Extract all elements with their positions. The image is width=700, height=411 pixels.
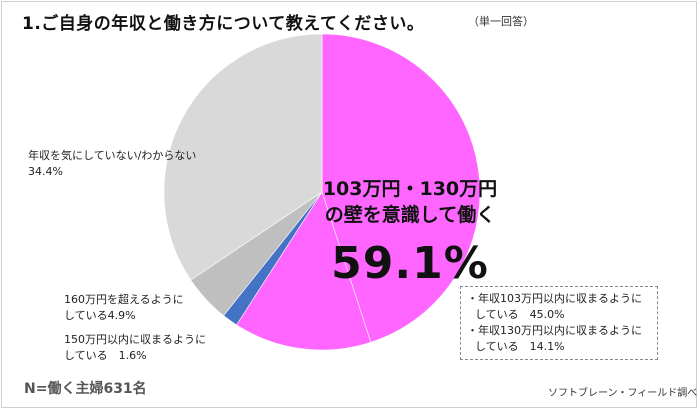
chart-title: 1.ご自身の年収と働き方について教えてください。 (22, 14, 425, 34)
label-over-160-value: している4.9% (64, 309, 136, 322)
pie-slice-2 (236, 191, 372, 351)
callout-item-1-line-2: している 45.0% (475, 308, 565, 321)
callout-item-2-line-2: している 14.1% (475, 340, 565, 353)
label-unaware-text: 年収を気にしていない/わからない (28, 149, 197, 162)
answer-type-note: （単一回答） (468, 15, 534, 28)
label-unaware: 年収を気にしていない/わからない 34.4% (28, 148, 196, 180)
highlight-line-2: の壁を意識して働く (324, 204, 496, 226)
callout-item-1-line-1: ・年収103万円以内に収まるように (467, 292, 642, 305)
pie-slice-1 (321, 33, 481, 343)
label-unaware-value: 34.4% (28, 165, 63, 178)
label-within-150-text: 150万円以内に収まるように (64, 333, 206, 346)
sample-size: N=働く主婦631名 (24, 381, 147, 397)
label-within-150-value: している 1.6% (64, 349, 147, 362)
callout-box: ・年収103万円以内に収まるように している 45.0% ・年収130万円以内に… (460, 286, 658, 360)
highlight-headline: 103万円・130万円 の壁を意識して働く (290, 176, 530, 228)
callout-item-2-line-1: ・年収130万円以内に収まるように (467, 324, 642, 337)
highlight-percent: 59.1% (331, 238, 489, 289)
highlight-line-1: 103万円・130万円 (322, 178, 498, 200)
label-over-160: 160万円を超えるように している4.9% (64, 292, 184, 324)
source-credit: ソフトブレーン・フィールド調べ (548, 388, 698, 399)
label-over-160-text: 160万円を超えるように (64, 293, 184, 306)
label-within-150: 150万円以内に収まるように している 1.6% (64, 332, 206, 364)
pie-slice-5 (163, 33, 323, 281)
